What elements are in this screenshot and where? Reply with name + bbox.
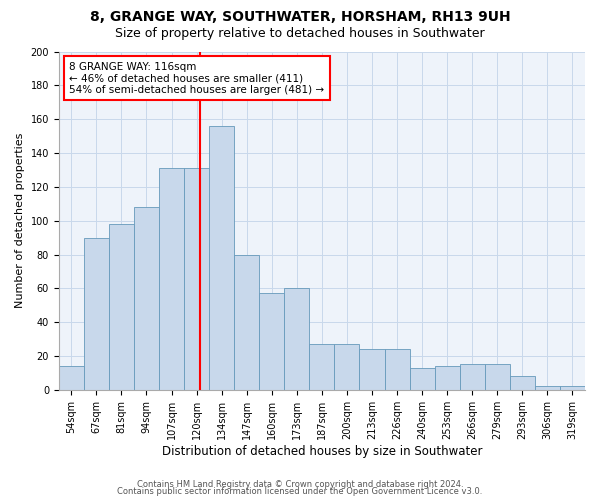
Bar [560, 386, 585, 390]
Bar [310, 344, 334, 390]
Bar [209, 126, 234, 390]
Bar [385, 349, 410, 390]
Text: Contains public sector information licensed under the Open Government Licence v3: Contains public sector information licen… [118, 487, 482, 496]
Bar [510, 376, 535, 390]
Bar [284, 288, 310, 390]
Bar [84, 238, 109, 390]
X-axis label: Distribution of detached houses by size in Southwater: Distribution of detached houses by size … [161, 444, 482, 458]
Bar [59, 366, 84, 390]
Bar [359, 349, 385, 390]
Bar [410, 368, 434, 390]
Text: 8 GRANGE WAY: 116sqm
← 46% of detached houses are smaller (411)
54% of semi-deta: 8 GRANGE WAY: 116sqm ← 46% of detached h… [70, 62, 325, 95]
Bar [234, 254, 259, 390]
Text: Size of property relative to detached houses in Southwater: Size of property relative to detached ho… [115, 28, 485, 40]
Text: Contains HM Land Registry data © Crown copyright and database right 2024.: Contains HM Land Registry data © Crown c… [137, 480, 463, 489]
Bar [434, 366, 460, 390]
Bar [134, 207, 159, 390]
Bar [334, 344, 359, 390]
Bar [259, 294, 284, 390]
Bar [109, 224, 134, 390]
Bar [460, 364, 485, 390]
Bar [159, 168, 184, 390]
Text: 8, GRANGE WAY, SOUTHWATER, HORSHAM, RH13 9UH: 8, GRANGE WAY, SOUTHWATER, HORSHAM, RH13… [89, 10, 511, 24]
Bar [485, 364, 510, 390]
Bar [535, 386, 560, 390]
Y-axis label: Number of detached properties: Number of detached properties [15, 133, 25, 308]
Bar [184, 168, 209, 390]
